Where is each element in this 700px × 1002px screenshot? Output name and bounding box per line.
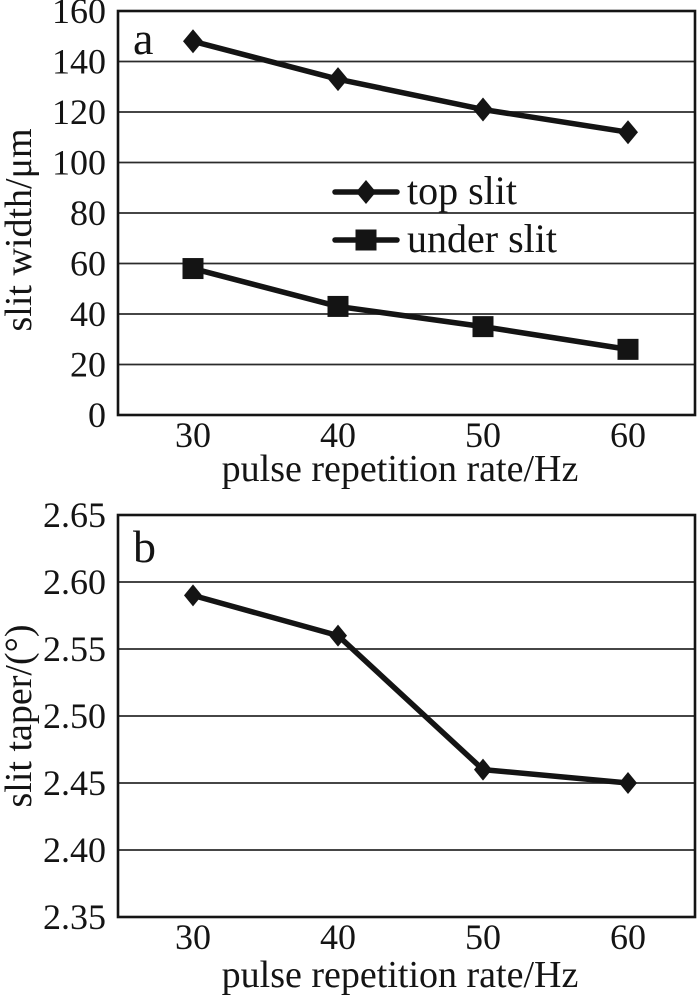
- square-marker-under-slit: [182, 258, 204, 280]
- y-tick-label: 2.35: [43, 897, 106, 937]
- y-axis-title: slit width/μm: [0, 128, 40, 331]
- x-tick-label: 50: [465, 415, 501, 455]
- x-tick-label: 60: [610, 415, 646, 455]
- x-tick-label: 30: [175, 415, 211, 455]
- x-tick-label: 40: [320, 415, 356, 455]
- y-tick-label: 120: [52, 92, 106, 132]
- diamond-marker-slit-taper: [474, 758, 492, 781]
- x-tick-label: 40: [320, 917, 356, 957]
- diamond-marker-slit-taper: [329, 624, 347, 647]
- y-tick-label: 80: [70, 193, 106, 233]
- square-marker-under-slit: [327, 295, 349, 317]
- y-tick-label: 2.60: [43, 562, 106, 602]
- legend-square-marker: [355, 229, 377, 251]
- y-tick-label: 2.50: [43, 696, 106, 736]
- x-tick-label: 30: [175, 917, 211, 957]
- legend-label: under slit: [407, 216, 557, 261]
- x-tick-label: 50: [465, 917, 501, 957]
- legend-label: top slit: [407, 168, 517, 213]
- x-tick-label: 60: [610, 917, 646, 957]
- panel-label: a: [133, 13, 153, 64]
- y-axis-title: slit taper/(°): [0, 625, 40, 808]
- y-tick-label: 2.55: [43, 629, 106, 669]
- x-axis-title: pulse repetition rate/Hz: [222, 954, 579, 996]
- plot-border: [116, 9, 697, 417]
- square-marker-under-slit: [472, 316, 494, 338]
- y-tick-label: 140: [52, 42, 106, 82]
- series-line-slit-taper: [190, 592, 631, 786]
- y-tick-label: 2.45: [43, 763, 106, 803]
- series-line-top-slit: [190, 38, 631, 135]
- y-tick-label: 2.65: [43, 500, 106, 535]
- chart-a-slit-width: 0 20 40 60 80 100 120 140 160 30 40 50 60 a pulse repe…: [0, 0, 697, 490]
- legend-diamond-marker: [356, 180, 376, 204]
- y-tick-label: 100: [52, 143, 106, 183]
- y-tick-label: 160: [52, 0, 106, 31]
- y-tick-label: 20: [70, 345, 106, 385]
- series-line-under-slit: [190, 265, 631, 353]
- diamond-marker-slit-taper: [619, 772, 637, 794]
- chart-b-slit-taper: 2.35 2.40 2.45 2.50 2.55 2.60 2.65 30 40 50 60 b pul…: [0, 500, 697, 996]
- square-marker-under-slit: [617, 338, 639, 360]
- diamond-marker-slit-taper: [184, 584, 202, 607]
- diamond-marker-top-slit: [618, 120, 638, 145]
- diamond-marker-top-slit: [473, 97, 493, 122]
- y-tick-label: 40: [70, 294, 106, 334]
- panel-label: b: [133, 521, 156, 572]
- plot-border: [116, 513, 697, 919]
- x-axis-title: pulse repetition rate/Hz: [222, 448, 579, 490]
- diamond-marker-top-slit: [328, 67, 348, 92]
- y-tick-label: 2.40: [43, 830, 106, 870]
- diamond-marker-top-slit: [183, 29, 203, 54]
- y-tick-label: 0: [88, 395, 106, 435]
- y-tick-label: 60: [70, 244, 106, 284]
